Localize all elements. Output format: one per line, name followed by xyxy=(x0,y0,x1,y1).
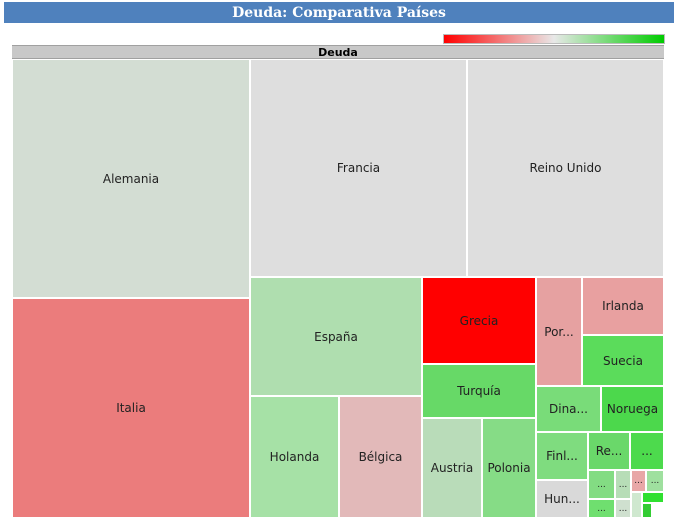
treemap-cell[interactable]: Dina... xyxy=(536,386,601,432)
treemap-cell[interactable]: Re... xyxy=(588,432,630,470)
treemap-cell[interactable]: Holanda xyxy=(250,396,339,518)
treemap-cell[interactable]: Suecia xyxy=(582,335,664,386)
treemap-cell[interactable] xyxy=(642,503,652,518)
treemap-cell[interactable]: ... xyxy=(615,470,631,499)
treemap-cell[interactable]: Austria xyxy=(422,418,482,518)
treemap-cell[interactable]: Alemania xyxy=(12,59,250,298)
treemap-cell[interactable]: ... xyxy=(630,432,664,470)
treemap-cell[interactable]: Noruega xyxy=(601,386,664,432)
treemap: Alemania Francia Reino Unido Italia España Ho… xyxy=(12,59,664,518)
treemap-cell[interactable]: ... xyxy=(615,499,631,518)
treemap-cell[interactable]: Grecia xyxy=(422,277,536,364)
chart-title: Deuda: Comparativa Países xyxy=(4,2,674,23)
treemap-cell[interactable]: Francia xyxy=(250,59,467,277)
treemap-cell[interactable] xyxy=(652,503,664,518)
treemap-cell[interactable]: ... xyxy=(631,470,646,492)
treemap-cell[interactable]: Finl... xyxy=(536,432,588,480)
color-scale-legend xyxy=(443,34,665,44)
treemap-cell[interactable]: Italia xyxy=(12,298,250,518)
treemap-cell[interactable]: ... xyxy=(588,499,615,518)
treemap-cell[interactable]: Bélgica xyxy=(339,396,422,518)
treemap-cell[interactable]: Hun... xyxy=(536,480,588,518)
treemap-cell[interactable]: Reino Unido xyxy=(467,59,664,277)
treemap-cell[interactable]: ... xyxy=(646,470,664,492)
treemap-root-header[interactable]: Deuda xyxy=(12,45,664,59)
treemap-cell[interactable]: Irlanda xyxy=(582,277,664,335)
treemap-cell[interactable]: Polonia xyxy=(482,418,536,518)
treemap-cell[interactable] xyxy=(642,492,664,503)
treemap-cell[interactable] xyxy=(631,492,642,518)
treemap-cell[interactable]: ... xyxy=(588,470,615,499)
treemap-cell[interactable]: Por... xyxy=(536,277,582,386)
treemap-cell[interactable]: Turquía xyxy=(422,364,536,418)
treemap-cell[interactable]: España xyxy=(250,277,422,396)
